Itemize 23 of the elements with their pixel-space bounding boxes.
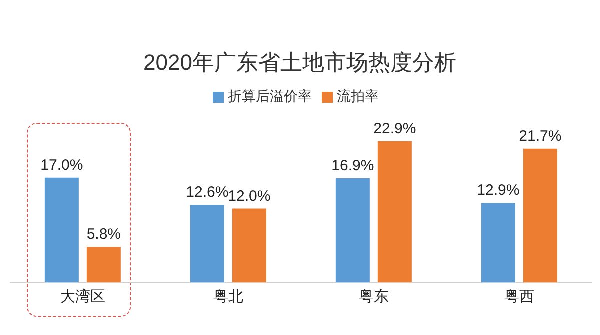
data-label: 12.6% (186, 184, 229, 202)
legend-label: 流拍率 (337, 88, 379, 104)
data-label: 5.8% (86, 226, 122, 244)
bar (336, 178, 370, 283)
bar (86, 247, 121, 283)
bar (481, 203, 516, 283)
data-label: 22.9% (374, 120, 416, 138)
bar (523, 148, 558, 283)
bar (378, 141, 412, 283)
bar (190, 205, 224, 283)
bar (232, 208, 266, 283)
x-tick-label: 粤北 (213, 288, 244, 306)
x-tick-label: 粤东 (358, 288, 389, 306)
data-label: 17.0% (40, 156, 84, 174)
x-tick-label: 粤西 (504, 288, 534, 306)
legend-label: 折算后溢价率 (228, 88, 312, 104)
chart-title: 2020年广东省土地市场热度分析 (142, 49, 458, 77)
x-tick-label: 大湾区 (60, 288, 106, 306)
data-label: 12.0% (228, 188, 271, 205)
data-label: 12.9% (477, 182, 520, 200)
data-label: 21.7% (519, 128, 562, 145)
bar (44, 178, 79, 283)
data-label: 16.9% (332, 158, 374, 174)
